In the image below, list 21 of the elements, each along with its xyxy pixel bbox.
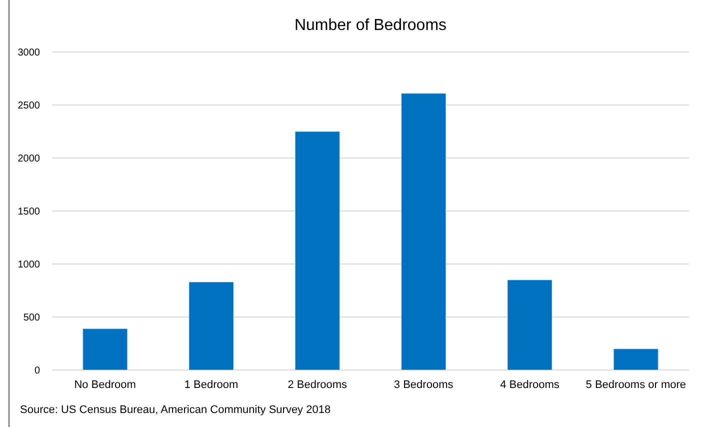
y-tick-label: 1000	[18, 260, 40, 270]
x-tick-label: 3 Bedrooms	[394, 379, 454, 391]
bar	[188, 282, 234, 370]
y-tick-label: 500	[23, 312, 40, 324]
x-tick-label: 4 Bedrooms	[500, 379, 560, 391]
bar	[400, 92, 446, 370]
bar	[507, 280, 552, 370]
y-tick-label: 2500	[18, 100, 40, 112]
y-tick-label: 2000	[18, 154, 40, 164]
source-note: Source: US Census Bureau, American Community Survey 2018	[20, 404, 331, 416]
bar	[613, 348, 659, 370]
bar	[294, 131, 340, 370]
bar	[82, 328, 128, 370]
x-tick-label: No Bedroom	[74, 379, 136, 391]
y-tick-label: 0	[34, 366, 40, 376]
x-tick-label: 1 Bedroom	[184, 379, 238, 391]
y-tick-label: 3000	[18, 48, 40, 58]
x-tick-label: 5 Bedrooms or more	[586, 379, 686, 391]
chart-title: Number of Bedrooms	[294, 17, 447, 34]
y-tick-label: 1500	[18, 206, 40, 218]
x-tick-label: 2 Bedrooms	[288, 379, 348, 391]
